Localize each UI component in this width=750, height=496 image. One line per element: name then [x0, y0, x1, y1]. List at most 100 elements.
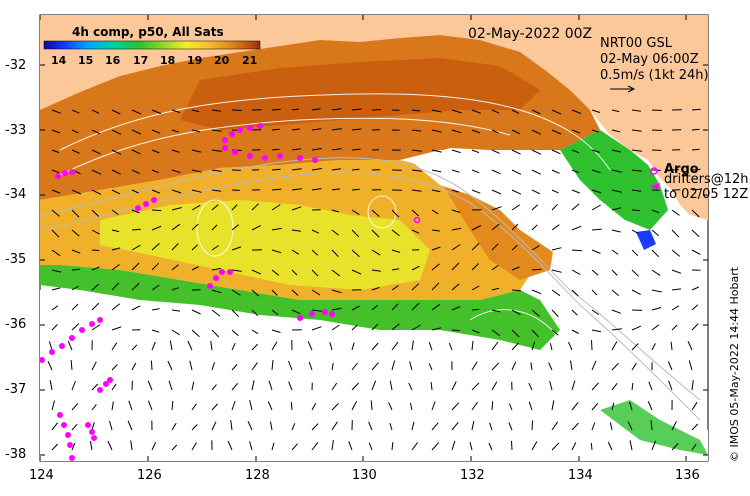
current-vector — [131, 244, 141, 251]
current-vector — [51, 422, 58, 431]
current-vector — [571, 249, 582, 252]
current-vector — [551, 169, 560, 174]
sst-orange-east — [440, 180, 555, 280]
current-vector — [687, 340, 693, 351]
x-tick-label: 124 — [29, 468, 54, 483]
no-data-south — [40, 290, 708, 461]
colorbar-tick: 16 — [105, 54, 121, 67]
y-tick-label: -36 — [5, 317, 27, 332]
current-vector — [151, 109, 162, 115]
current-vector — [371, 229, 380, 238]
current-vector — [411, 302, 420, 311]
current-vector — [151, 169, 159, 174]
current-vector — [91, 302, 100, 311]
drifter-position — [222, 137, 228, 143]
current-vector — [211, 189, 222, 192]
current-vector — [471, 401, 479, 411]
current-vector — [611, 402, 615, 411]
current-vector — [651, 324, 660, 331]
current-vector — [51, 149, 60, 154]
current-vector — [351, 188, 360, 191]
current-vector — [671, 421, 677, 431]
current-vector — [491, 169, 501, 175]
current-vector — [131, 344, 138, 351]
drifter-position — [79, 327, 85, 333]
current-vector — [151, 329, 160, 333]
current-vector — [191, 381, 195, 391]
current-vector — [651, 269, 661, 277]
current-vector — [491, 206, 502, 211]
current-vector — [231, 224, 240, 231]
y-tick-label: -33 — [5, 123, 27, 138]
colorbar-tick: 19 — [187, 54, 203, 67]
current-vector — [91, 229, 100, 235]
current-vector — [71, 229, 80, 237]
current-vector — [411, 283, 420, 291]
land-mass — [40, 15, 708, 220]
current-vector — [691, 168, 701, 171]
current-vector — [168, 380, 173, 391]
current-vector — [151, 209, 162, 212]
current-vector — [571, 169, 580, 174]
current-vector — [91, 169, 102, 175]
current-vector — [189, 360, 193, 371]
current-vector — [691, 443, 697, 451]
current-vector — [227, 440, 233, 451]
current-vector — [508, 403, 513, 411]
current-vector — [667, 361, 673, 371]
current-vector — [311, 229, 320, 234]
current-vector — [231, 204, 238, 211]
current-vector — [111, 189, 121, 195]
current-vector — [591, 149, 600, 153]
current-vector — [291, 168, 302, 171]
current-vector — [631, 189, 642, 192]
drifter-position — [232, 149, 238, 155]
current-vector — [508, 422, 513, 431]
drifter-legend-line-2: to 02/05 12Z — [664, 187, 749, 202]
current-vector — [51, 323, 58, 331]
current-vector — [71, 442, 76, 451]
current-vector — [191, 169, 202, 173]
current-vector — [231, 329, 239, 337]
current-vector — [590, 442, 593, 451]
current-vector — [551, 247, 562, 251]
colorbar-tick: 20 — [214, 54, 230, 67]
current-vector — [409, 402, 413, 411]
current-vector — [71, 323, 80, 331]
colorbar-tick: 14 — [51, 54, 67, 67]
current-vector — [631, 325, 642, 331]
current-vector — [531, 268, 542, 271]
current-vector — [631, 149, 642, 152]
current-vector — [530, 362, 533, 371]
current-vector — [591, 402, 599, 411]
current-vector — [451, 306, 461, 311]
current-vector — [651, 440, 657, 451]
current-vector — [288, 381, 293, 391]
current-vector — [511, 149, 521, 155]
current-vector — [691, 286, 700, 291]
current-vector — [271, 128, 280, 131]
current-vector — [91, 404, 97, 411]
current-vector — [531, 309, 540, 317]
current-vector — [331, 168, 342, 171]
current-vector — [111, 109, 121, 115]
current-vector — [271, 204, 281, 211]
current-vector — [511, 309, 521, 316]
drifter-position — [312, 157, 318, 163]
current-vector — [109, 420, 113, 431]
current-vector — [49, 380, 53, 391]
current-vector — [331, 188, 341, 191]
current-vector — [211, 421, 217, 431]
current-vector — [51, 287, 61, 291]
current-vector — [591, 228, 602, 231]
current-vector — [111, 209, 119, 216]
current-vector — [311, 168, 322, 171]
current-vector — [230, 420, 233, 431]
current-vector — [611, 328, 622, 331]
current-vector — [451, 209, 461, 213]
current-vector — [611, 341, 618, 351]
current-vector — [451, 262, 460, 271]
current-vector — [571, 189, 581, 194]
current-vector — [688, 360, 693, 371]
current-vector — [451, 421, 459, 431]
